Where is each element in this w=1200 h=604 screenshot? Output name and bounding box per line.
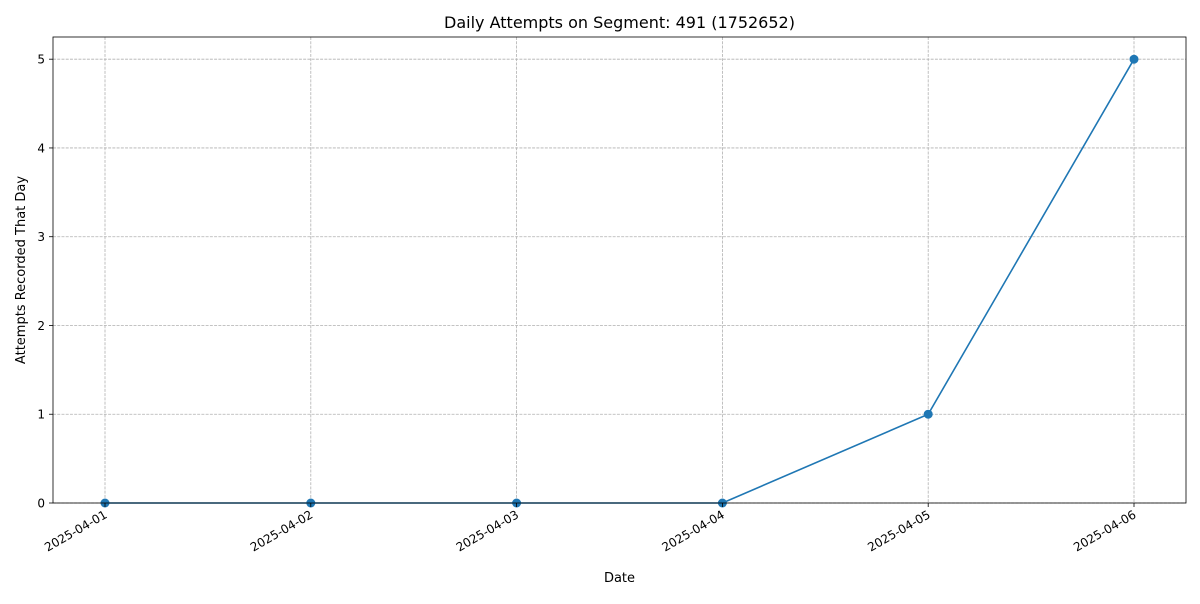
- x-axis-label: Date: [604, 571, 635, 586]
- x-tick-label: 2025-04-01: [42, 507, 109, 554]
- y-tick-label: 4: [37, 141, 45, 155]
- x-tick-label: 2025-04-05: [865, 507, 932, 554]
- ticks: 2025-04-01 2025-04-02 2025-04-03 2025-04-04…: [37, 53, 1138, 555]
- data-point: [1129, 54, 1139, 64]
- grid: [53, 37, 1186, 504]
- chart-title: Daily Attempts on Segment: 491 (1752652): [444, 13, 795, 32]
- x-tick-label: 2025-04-06: [1071, 507, 1138, 554]
- x-tick-label: 2025-04-03: [454, 507, 521, 554]
- x-tick-label: 2025-04-02: [248, 507, 315, 554]
- axes: [52, 36, 1187, 504]
- y-tick-label: 1: [37, 408, 45, 422]
- series-line: [105, 58, 1135, 504]
- y-axis-label: Attempts Recorded That Day: [14, 176, 29, 364]
- data-point: [923, 409, 933, 419]
- plot-frame: [52, 36, 1187, 504]
- y-tick-label: 2: [37, 319, 45, 333]
- y-tick-label: 0: [37, 497, 45, 511]
- y-tick-label: 3: [37, 230, 45, 244]
- x-tick-label: 2025-04-04: [659, 507, 726, 554]
- y-tick-label: 5: [37, 53, 45, 67]
- series-layer: [100, 54, 1139, 508]
